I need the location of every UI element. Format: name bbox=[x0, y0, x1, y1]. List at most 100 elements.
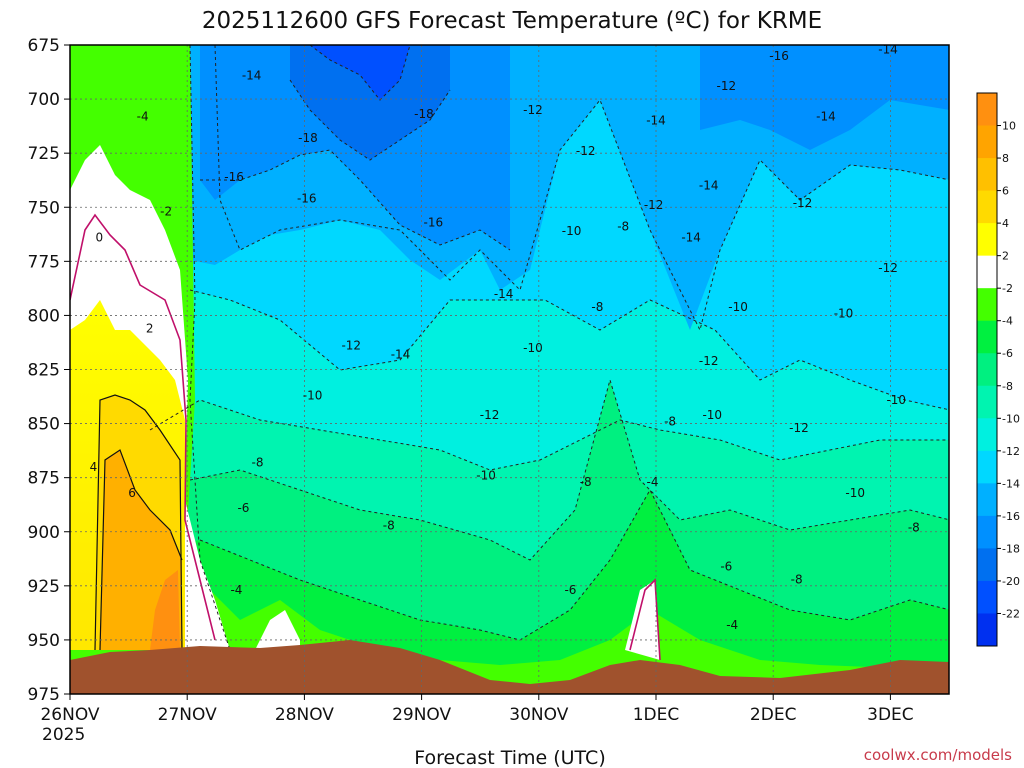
contour-label-6: -2 bbox=[160, 205, 172, 219]
x-tick-label-0: 26NOV bbox=[40, 705, 99, 725]
colorbar-label-12: -16 bbox=[1002, 510, 1020, 523]
contour-label-51: -6 bbox=[564, 583, 576, 597]
contour-label-34: -8 bbox=[664, 414, 676, 428]
colorbar-swatch-13 bbox=[977, 515, 997, 549]
colorbar-swatch-0 bbox=[977, 93, 997, 127]
contour-label-15: -14 bbox=[816, 109, 836, 123]
y-tick-label-4: 775 bbox=[28, 252, 60, 272]
contour-label-2: -18 bbox=[298, 131, 318, 145]
y-tick-label-11: 950 bbox=[28, 631, 60, 651]
colorbar-swatch-9 bbox=[977, 385, 997, 419]
contour-label-49: -8 bbox=[791, 572, 803, 586]
colorbar-swatch-10 bbox=[977, 418, 997, 452]
y-tick-label-5: 800 bbox=[28, 306, 60, 326]
colorbar-label-2: 6 bbox=[1002, 185, 1009, 198]
contour-label-29: -14 bbox=[391, 347, 411, 361]
positive-contours bbox=[94, 394, 183, 651]
contour-label-28: -12 bbox=[341, 339, 361, 353]
band-plus-8 bbox=[150, 570, 180, 650]
terrain bbox=[70, 640, 949, 694]
contour-lines bbox=[149, 45, 949, 651]
contour-label-30: -10 bbox=[523, 341, 543, 355]
colorbar-frame bbox=[976, 92, 998, 647]
y-tick-label-10: 925 bbox=[28, 577, 60, 597]
contour-label-13: -16 bbox=[769, 49, 789, 63]
band-minus-22 bbox=[310, 45, 410, 100]
contour-label-26: -10 bbox=[834, 306, 854, 320]
contour-label-9: -12 bbox=[523, 103, 543, 117]
colorbar: 10 8 6 4 2 -2 -4 -6 -8 -10 -12 -14 -16 -18 -20 -22 bbox=[976, 92, 1020, 647]
colorbar-label-0: 10 bbox=[1002, 120, 1016, 133]
y-tick-label-3: 750 bbox=[28, 198, 60, 218]
zero-contour-east bbox=[629, 578, 661, 661]
contour-label-37: -12 bbox=[789, 421, 809, 435]
plot-area: -14 -4 -18 -18 -16 -16 -2 0 -16 -12 -12 -14 -12 -16 -1… bbox=[70, 42, 949, 694]
contour-label-5: -16 bbox=[297, 192, 317, 206]
contour-label-14: -14 bbox=[878, 42, 898, 56]
contour-label-25: -10 bbox=[728, 300, 748, 314]
contour-label-21: -12 bbox=[793, 196, 813, 210]
contour-label-33: -12 bbox=[480, 408, 500, 422]
y-tick-label-2: 725 bbox=[28, 144, 60, 164]
colorbar-swatch-7 bbox=[977, 320, 997, 354]
colorbar-label-7: -6 bbox=[1002, 347, 1013, 360]
contour-label-35: -10 bbox=[702, 408, 722, 422]
colorbar-label-15: -22 bbox=[1002, 607, 1020, 620]
colorbar-label-14: -20 bbox=[1002, 575, 1020, 588]
contour-label-12: -12 bbox=[717, 79, 737, 93]
x-tick-year: 2025 bbox=[42, 725, 85, 745]
colorbar-label-1: 8 bbox=[1002, 152, 1009, 165]
colorbar-label-13: -18 bbox=[1002, 542, 1020, 555]
colorbar-swatch-14 bbox=[977, 548, 997, 582]
contour-label-24: -8 bbox=[591, 300, 603, 314]
y-tick-label-7: 850 bbox=[28, 415, 60, 435]
colorbar-swatch-6 bbox=[977, 288, 997, 322]
contour-label-0: -14 bbox=[242, 68, 262, 82]
band-minus-18-east bbox=[700, 45, 949, 150]
colorbar-label-10: -12 bbox=[1002, 445, 1020, 458]
y-axis: 675 700 725 750 775 800 825 850 875 900 925 950 975 bbox=[28, 36, 70, 705]
colorbar-swatch-11 bbox=[977, 450, 997, 484]
contour-label-41: -10 bbox=[476, 469, 496, 483]
y-tick-label-6: 825 bbox=[28, 361, 60, 381]
contour-label-1: -4 bbox=[137, 109, 149, 123]
x-axis: 26NOV 27NOV 28NOV 29NOV 30NOV 1DEC 2DEC 3DEC bbox=[40, 694, 914, 725]
contour-labels: -14 -4 -18 -18 -16 -16 -2 0 -16 -12 -12 -14 -12 -16 -1… bbox=[90, 42, 920, 632]
contour-label-22: -12 bbox=[878, 261, 898, 275]
contour-label-50: -4 bbox=[230, 583, 242, 597]
colorbar-label-6: -4 bbox=[1002, 315, 1013, 328]
contour-label-16: -14 bbox=[699, 179, 719, 193]
colorbar-swatch-2 bbox=[977, 158, 997, 192]
contour-label-45: -6 bbox=[237, 501, 249, 515]
chart-title: 2025112600 GFS Forecast Temperature (ºC)… bbox=[202, 8, 822, 34]
y-tick-label-9: 900 bbox=[28, 523, 60, 543]
colorbar-label-11: -14 bbox=[1002, 477, 1020, 490]
contour-label-47: -8 bbox=[908, 520, 920, 534]
x-tick-label-5: 1DEC bbox=[633, 705, 680, 725]
contour-label-11: -14 bbox=[646, 114, 666, 128]
colorbar-label-3: 4 bbox=[1002, 217, 1009, 230]
contour-label-8: -16 bbox=[424, 215, 444, 229]
colorbar-swatch-8 bbox=[977, 353, 997, 387]
contour-label-23: -14 bbox=[494, 287, 514, 301]
contour-label-40: -4 bbox=[646, 475, 658, 489]
contour-label-18: -8 bbox=[617, 220, 629, 234]
colorbar-label-4: 2 bbox=[1002, 250, 1009, 263]
contour-label-44: -10 bbox=[845, 486, 865, 500]
x-tick-label-7: 3DEC bbox=[867, 705, 914, 725]
contour-label-4: -16 bbox=[224, 170, 244, 184]
gridlines bbox=[70, 45, 949, 694]
contour-label-3: -18 bbox=[414, 107, 434, 121]
colorbar-swatch-12 bbox=[977, 483, 997, 517]
contour-label-10: -12 bbox=[576, 144, 596, 158]
contour-label-39: -8 bbox=[252, 456, 264, 470]
contour-label-48: -6 bbox=[720, 559, 732, 573]
colorbar-swatch-16 bbox=[977, 613, 997, 647]
colorbar-swatch-3 bbox=[977, 190, 997, 224]
colorbar-swatch-5 bbox=[977, 255, 997, 289]
credit-link[interactable]: coolwx.com/models bbox=[864, 746, 1012, 764]
contour-label-52: -4 bbox=[726, 618, 738, 632]
contour-label-42: -8 bbox=[580, 475, 592, 489]
x-tick-label-3: 29NOV bbox=[392, 705, 451, 725]
